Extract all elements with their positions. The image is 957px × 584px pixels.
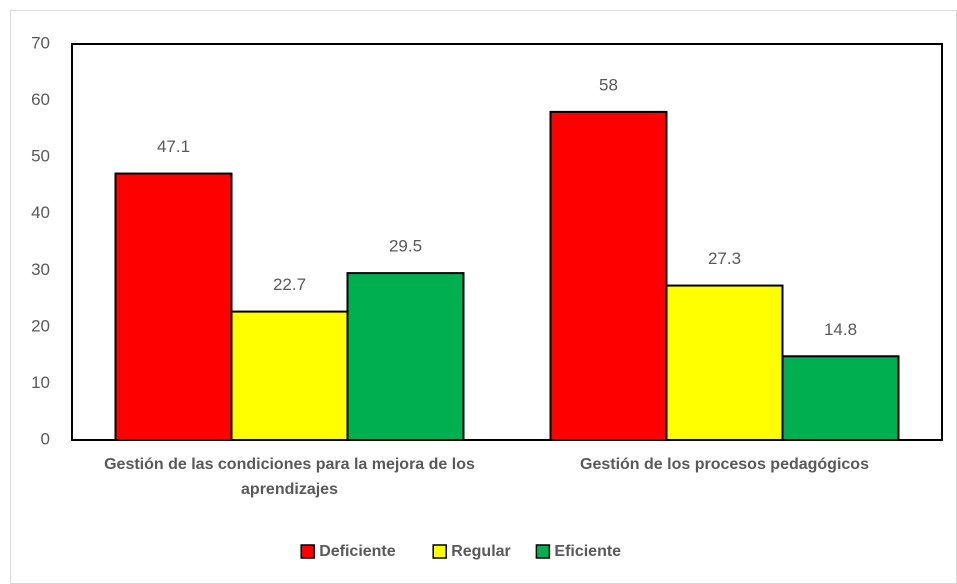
- data-label: 47.1: [157, 137, 190, 156]
- data-label: 22.7: [273, 275, 306, 294]
- y-tick-label: 70: [31, 33, 50, 52]
- data-label: 29.5: [389, 237, 422, 256]
- legend-swatch: [535, 544, 551, 559]
- data-label: 27.3: [708, 249, 741, 268]
- plot-frame: [71, 43, 943, 441]
- legend-label: Regular: [451, 543, 511, 560]
- bar: [781, 355, 900, 442]
- bar: [114, 172, 233, 441]
- x-tick-label: Gestión de las condiciones para la mejor…: [104, 456, 475, 498]
- x-tick-label-box: Gestión de las condiciones para la mejor…: [104, 456, 475, 498]
- bar: [665, 284, 784, 441]
- bar: [230, 310, 349, 441]
- legend-swatch: [300, 544, 315, 559]
- y-tick-label: 50: [31, 147, 50, 166]
- legend-swatch: [432, 544, 447, 559]
- y-tick-label: 30: [31, 260, 50, 279]
- legend-label: Eficiente: [554, 543, 621, 560]
- y-tick-label: 0: [41, 429, 50, 448]
- x-tick-label: Gestión de los procesos pedagógicos: [580, 456, 869, 473]
- data-label: 58: [599, 75, 618, 94]
- y-tick-label: 20: [31, 316, 50, 335]
- legend-label: Deficiente: [319, 543, 396, 560]
- data-label: 14.8: [824, 320, 857, 339]
- y-tick-label: 40: [31, 203, 50, 222]
- bar: [346, 272, 465, 441]
- y-tick-label: 10: [31, 373, 50, 392]
- bar: [549, 110, 668, 441]
- x-tick-label-box: Gestión de los procesos pedagógicos: [580, 456, 869, 473]
- y-tick-label: 60: [31, 90, 50, 109]
